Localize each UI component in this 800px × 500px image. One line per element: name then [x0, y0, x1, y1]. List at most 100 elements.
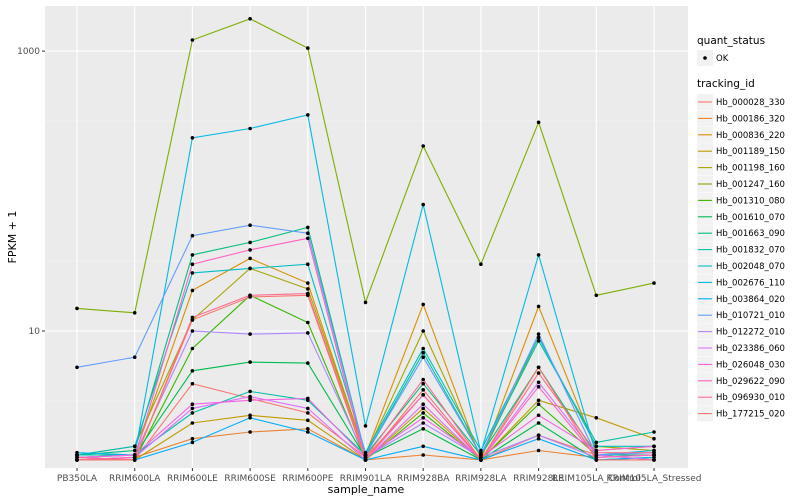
legend-label-Hb_002676_110: Hb_002676_110	[716, 278, 785, 288]
point-Hb_002676_110-RRIM600SE	[248, 126, 252, 131]
point-Hb_000836_220-RRIM600SE	[248, 256, 252, 261]
legend-label-Hb_001189_150: Hb_001189_150	[716, 147, 785, 157]
x-axis: PB350LA RRIM600LA RRIM600LE RRIM600SE RRIM60…	[57, 468, 701, 484]
point-Hb_029622_090-RRIM600PE	[306, 236, 310, 241]
point-Hb_001832_070-RRIM105LA_Stressed	[652, 430, 656, 434]
point-Hb_002676_110-RRIM928LE	[536, 253, 541, 257]
point-Hb_003864_020-RRIM928BA	[421, 444, 426, 449]
x-tick-label-9: RRIM105LA_Control	[552, 474, 641, 484]
point-Hb_026048_030-RRIM928BA	[421, 416, 426, 420]
legend-label-Hb_001610_070: Hb_001610_070	[716, 213, 785, 223]
point-Hb_003864_020-RRIM600LE	[190, 440, 195, 445]
point-Hb_029622_090-RRIM600LE	[190, 262, 195, 267]
point-Hb_001610_070-RRIM600LE	[190, 369, 195, 373]
point-Hb_002048_070-RRIM105LA_Control	[594, 444, 599, 449]
x-tick-label-4: RRIM600PE	[282, 474, 334, 484]
point-Hb_001247_160-RRIM600LE	[190, 38, 195, 42]
x-tick-label-0: PB350LA	[57, 474, 98, 484]
point-Hb_012272_010-RRIM928LE	[536, 433, 541, 438]
y-axis-title: FPKM + 1	[6, 211, 19, 264]
legend-title-tracking-id: tracking_id	[697, 78, 755, 90]
point-Hb_000836_220-RRIM600LE	[190, 288, 195, 293]
point-Hb_012272_010-RRIM600SE	[248, 332, 252, 336]
legend-label-Hb_029622_090: Hb_029622_090	[716, 377, 785, 387]
point-Hb_000186_320-RRIM600SE	[248, 430, 252, 434]
legend-label-Hb_001832_070: Hb_001832_070	[716, 246, 785, 256]
legend-quant-status: OK	[697, 50, 729, 66]
point-Hb_096930_010-RRIM105LA_Control	[594, 450, 599, 455]
point-Hb_029622_090-RRIM600SE	[248, 248, 252, 252]
point-Hb_000186_320-RRIM600PE	[306, 427, 310, 431]
point-Hb_010721_010-RRIM600PE	[306, 231, 310, 235]
point-Hb_000186_320-RRIM600LE	[190, 436, 195, 441]
point-Hb_012272_010-RRIM928BA	[421, 421, 426, 425]
point-Hb_000186_320-RRIM928LE	[536, 448, 541, 453]
point-Hb_023386_060-RRIM600PE	[306, 406, 310, 411]
legend-tracking-id: Hb_000028_330 Hb_000186_320 Hb_000836_220 H…	[697, 94, 785, 422]
point-Hb_001247_160-RRIM928BA	[421, 144, 426, 148]
point-Hb_000836_220-RRIM928LE	[536, 304, 541, 309]
legend-label-Hb_023386_060: Hb_023386_060	[716, 344, 785, 354]
point-Hb_010721_010-RRIM600LE	[190, 233, 195, 238]
legend-quant-label-0: OK	[716, 54, 729, 64]
point-Hb_177215_020-RRIM600PE	[306, 293, 310, 298]
point-Hb_002048_070-RRIM600PE	[306, 262, 310, 267]
point-Hb_096930_010-RRIM928LE	[536, 371, 541, 375]
point-Hb_002048_070-RRIM600SE	[248, 266, 252, 271]
point-Hb_029622_090-RRIM928LE	[536, 384, 541, 389]
point-Hb_029622_090-RRIM600LA	[132, 455, 137, 460]
point-Hb_003864_020-RRIM928LE	[536, 436, 541, 441]
legend-label-Hb_000836_220: Hb_000836_220	[716, 131, 785, 141]
point-Hb_096930_010-RRIM105LA_Stressed	[652, 450, 656, 455]
x-tick-label-7: RRIM928LA	[455, 474, 507, 484]
x-axis-title: sample_name	[328, 483, 405, 496]
x-tick-label-2: RRIM600LE	[167, 474, 218, 484]
point-Hb_001663_090-RRIM600LA	[132, 448, 137, 453]
point-Hb_177215_020-RRIM105LA_Stressed	[652, 458, 656, 462]
legend-label-Hb_000186_320: Hb_000186_320	[716, 114, 785, 124]
point-Hb_001832_070-RRIM600SE	[248, 389, 252, 394]
legend: quant_status OK tracking_id Hb_000028_33…	[697, 35, 785, 422]
point-Hb_010721_010-PB350LA	[75, 365, 79, 370]
point-Hb_001663_090-RRIM928BA	[421, 381, 426, 386]
point-Hb_177215_020-RRIM600SE	[248, 295, 252, 299]
point-Hb_012272_010-RRIM600LE	[190, 329, 195, 333]
y-tick-label-1: 1000	[17, 47, 40, 57]
point-Hb_001247_160-RRIM600PE	[306, 46, 310, 50]
series-points	[75, 17, 656, 462]
point-Hb_001610_070-RRIM928BA	[421, 427, 426, 431]
point-Hb_010721_010-RRIM600LA	[132, 355, 137, 360]
point-Hb_177215_020-RRIM600LA	[132, 458, 137, 462]
point-Hb_001247_160-RRIM105LA_Control	[594, 293, 599, 298]
x-tick-label-3: RRIM600SE	[224, 474, 276, 484]
point-Hb_000028_330-RRIM600LE	[190, 381, 195, 386]
point-Hb_000836_220-RRIM928BA	[421, 302, 426, 307]
point-Hb_001247_160-RRIM600SE	[248, 17, 252, 21]
point-Hb_001832_070-RRIM600LE	[190, 411, 195, 415]
point-Hb_001310_080-RRIM928BA	[421, 411, 426, 415]
point-Hb_001189_150-RRIM105LA_Stressed	[652, 436, 656, 441]
point-Hb_001189_150-RRIM928BA	[421, 406, 426, 411]
point-Hb_001189_150-RRIM600PE	[306, 418, 310, 423]
point-Hb_001310_080-RRIM600PE	[306, 320, 310, 325]
point-Hb_096930_010-RRIM928BA	[421, 377, 426, 382]
plot-panel	[45, 6, 688, 468]
legend-label-Hb_096930_010: Hb_096930_010	[716, 393, 785, 403]
point-Hb_026048_030-RRIM600SE	[248, 398, 252, 403]
point-Hb_002048_070-RRIM928LE	[536, 335, 541, 340]
point-Hb_001832_070-RRIM105LA_Control	[594, 440, 599, 445]
grid-major	[45, 6, 688, 468]
point-Hb_026048_030-RRIM928LE	[536, 413, 541, 418]
point-Hb_001663_090-RRIM600PE	[306, 225, 310, 230]
point-Hb_002676_110-RRIM928BA	[421, 202, 426, 207]
point-Hb_001247_160-PB350LA	[75, 306, 79, 311]
x-tick-label-1: RRIM600LA	[109, 474, 161, 484]
y-tick-label-0: 10	[29, 327, 41, 337]
x-tick-label-5: RRIM901LA	[340, 474, 392, 484]
point-Hb_002676_110-PB350LA	[75, 450, 79, 455]
point-Hb_026048_030-RRIM600LE	[190, 402, 195, 407]
point-Hb_001189_150-RRIM600SE	[248, 413, 252, 418]
point-Hb_177215_020-RRIM105LA_Control	[594, 458, 599, 462]
point-Hb_023386_060-RRIM928LE	[536, 380, 541, 385]
